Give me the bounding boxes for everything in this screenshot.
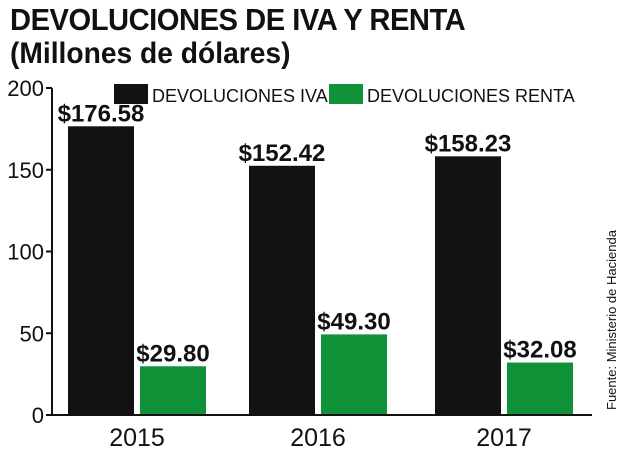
data-label: $29.80 [136,340,209,367]
data-label: $32.08 [503,337,576,364]
legend-swatch [114,84,148,104]
legend: DEVOLUCIONES IVA DEVOLUCIONES RENTA [114,84,575,106]
bar-iva [68,126,134,416]
bar-labels: $176.58 $29.80 $152.42 $49.30 $158.23 $32.08 [58,100,577,367]
bar-iva [435,156,501,415]
data-label: $152.42 [239,140,326,167]
data-label: $176.58 [58,100,145,127]
chart-subtitle: (Millones de dólares) [10,37,291,70]
x-tick-label: 2017 [476,424,532,452]
y-tick-label: 0 [32,403,44,428]
legend-label: DEVOLUCIONES IVA [152,86,328,106]
y-tick-label: 100 [7,240,44,265]
x-tick-label: 2016 [290,424,346,452]
bar-renta [507,362,573,415]
y-tick-label: 150 [7,158,44,183]
chart-title: DEVOLUCIONES DE IVA Y RENTA [10,2,466,37]
bar-renta [321,334,387,415]
data-label: $158.23 [425,130,512,157]
bars [68,126,573,416]
bar-renta [140,366,206,415]
y-tick-label: 50 [20,321,44,346]
data-label: $49.30 [317,308,390,335]
bar-iva [249,165,315,415]
axes: 0 50 100 150 200 2015 2016 2017 [7,76,592,452]
legend-label: DEVOLUCIONES RENTA [367,86,575,106]
source-note: Fuente: Ministerio de Hacienda [604,230,619,410]
y-tick-label: 200 [7,76,44,101]
x-tick-label: 2015 [109,424,165,452]
legend-swatch [329,84,363,104]
